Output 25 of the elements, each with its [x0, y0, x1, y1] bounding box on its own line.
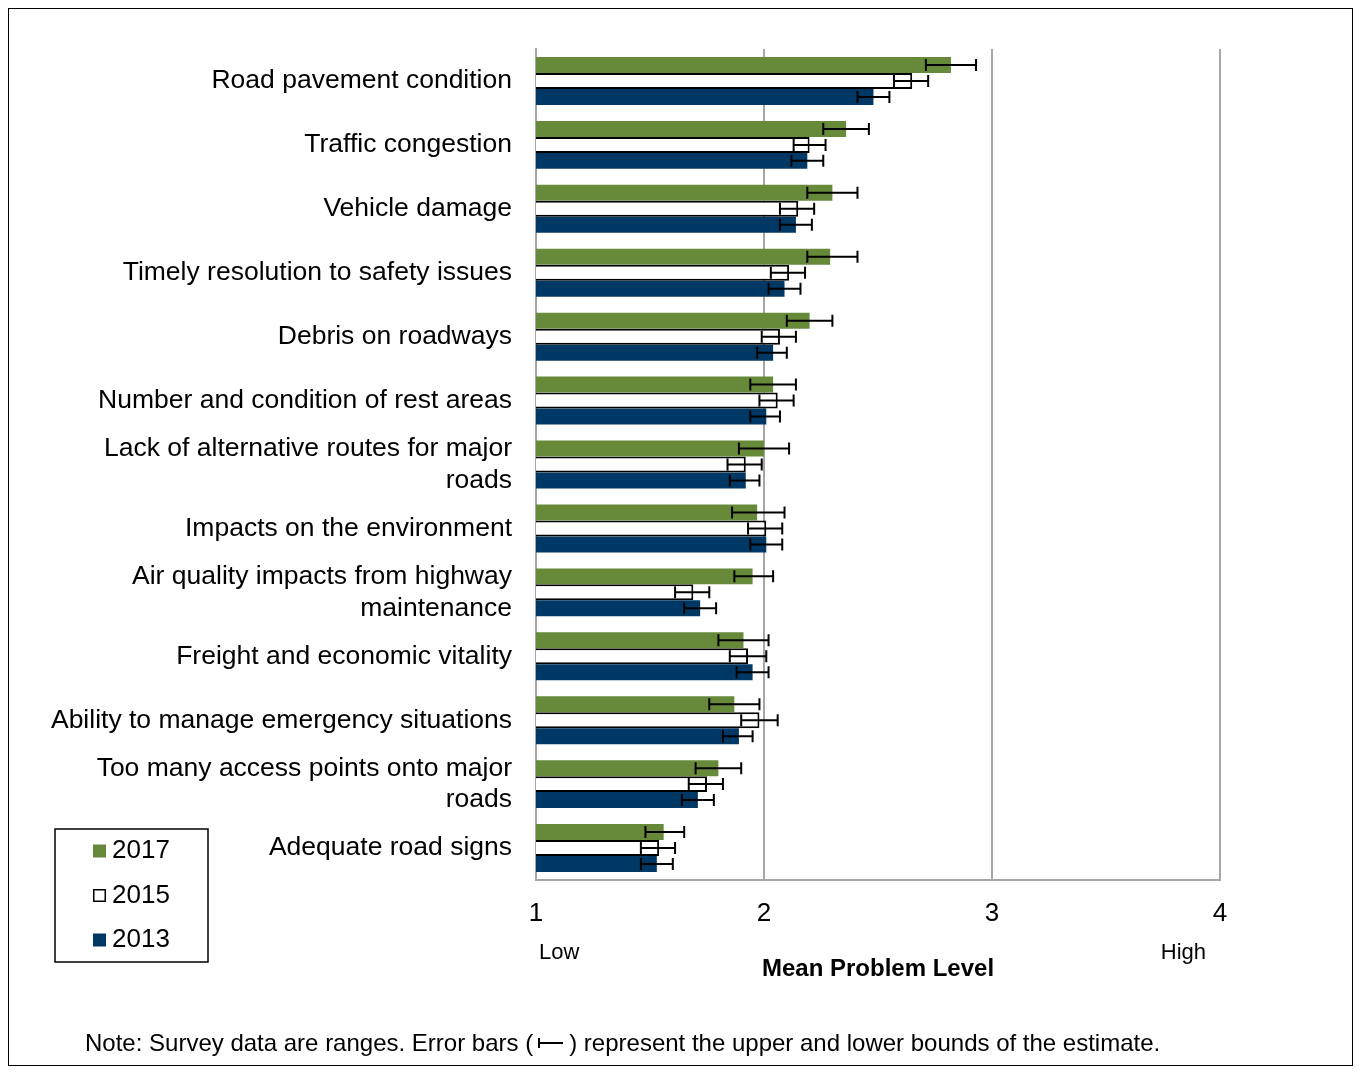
y-tick-label: Vehicle damage	[323, 192, 512, 223]
x-tick-label: 2	[756, 896, 772, 927]
y-tick-label: Too many access points onto major roads	[96, 751, 513, 814]
x-tick-label: 4	[1212, 896, 1228, 927]
text: Low	[539, 939, 580, 965]
x-tick-label: 1	[528, 896, 544, 927]
y-tick-label: Lack of alternative routes for major roads	[104, 431, 513, 494]
x-tick-label: 3	[984, 896, 1000, 927]
y-tick-label: Timely resolution to safety issues	[122, 256, 512, 287]
x-axis-title: Mean Problem Level	[761, 954, 995, 982]
y-tick-label: Road pavement condition	[211, 64, 512, 95]
y-tick-label: Debris on roadways	[277, 319, 512, 350]
legend-label: 2013	[112, 923, 170, 954]
legend-label: 2017	[112, 834, 170, 865]
y-tick-label: Adequate road signs	[268, 831, 512, 862]
legend-label: 2015	[112, 878, 170, 909]
text: ) represent the upper and lower bounds of the estimate.	[569, 1029, 1161, 1057]
y-tick-label: Freight and economic vitality	[176, 639, 513, 670]
text: Note: Survey data are ranges. Error bars (	[85, 1029, 534, 1057]
y-tick-label: Traffic congestion	[304, 128, 512, 159]
text: High	[1160, 939, 1206, 965]
y-tick-label: Ability to manage emergency situations	[50, 703, 512, 734]
y-tick-label: Number and condition of rest areas	[98, 383, 512, 414]
y-tick-label: Impacts on the environment	[184, 511, 513, 542]
y-tick-label: Air quality impacts from highway maintenance	[132, 559, 513, 622]
